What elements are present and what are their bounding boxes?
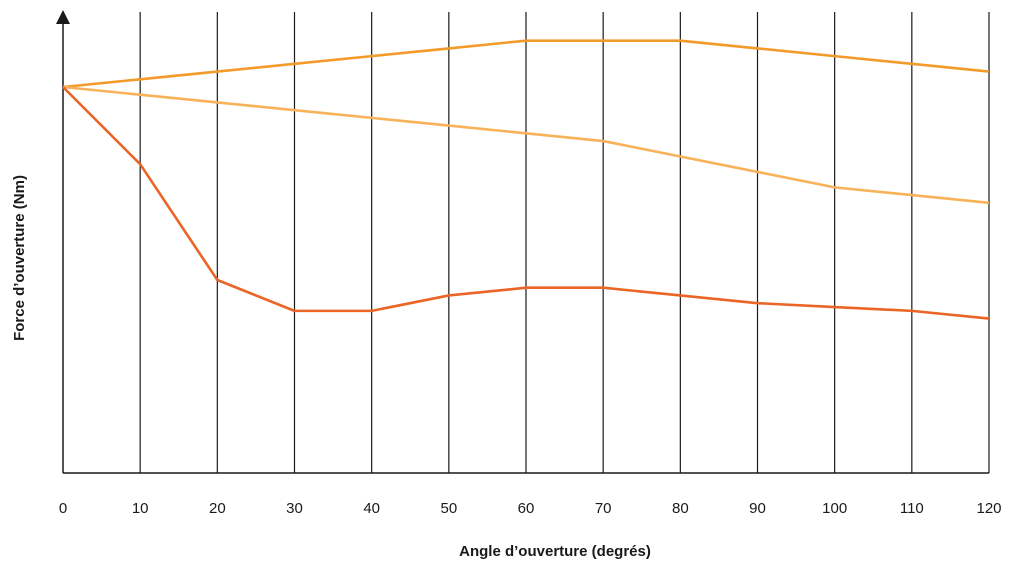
x-tick-label: 70 <box>595 500 612 517</box>
x-axis-title: Angle d’ouverture (degrés) <box>459 543 651 560</box>
y-axis-arrow-icon <box>56 10 70 24</box>
x-tick-label: 90 <box>749 500 766 517</box>
x-tick-label: 80 <box>672 500 689 517</box>
axes <box>56 10 989 474</box>
vertical-grid-lines <box>139 12 990 473</box>
x-tick-label: 20 <box>209 500 226 517</box>
x-tick-label: 60 <box>518 500 535 517</box>
series-line-2 <box>62 85 990 205</box>
x-tick-label: 100 <box>822 500 847 517</box>
x-tick-label: 120 <box>976 500 1001 517</box>
x-tick-label: 30 <box>286 500 303 517</box>
x-tick-label: 110 <box>900 500 924 517</box>
series-line-1 <box>62 39 990 89</box>
x-tick-label: 50 <box>440 500 457 517</box>
series-layer <box>62 39 990 320</box>
x-tick-labels: 0 10 20 30 40 50 60 70 80 90 100 110 120 <box>59 500 1002 517</box>
x-tick-label: 0 <box>59 500 67 517</box>
x-tick-label: 40 <box>363 500 380 517</box>
y-axis-title: Force d’ouverture (Nm) <box>11 175 28 341</box>
x-tick-label: 10 <box>132 500 149 517</box>
series-line-3 <box>62 86 990 320</box>
